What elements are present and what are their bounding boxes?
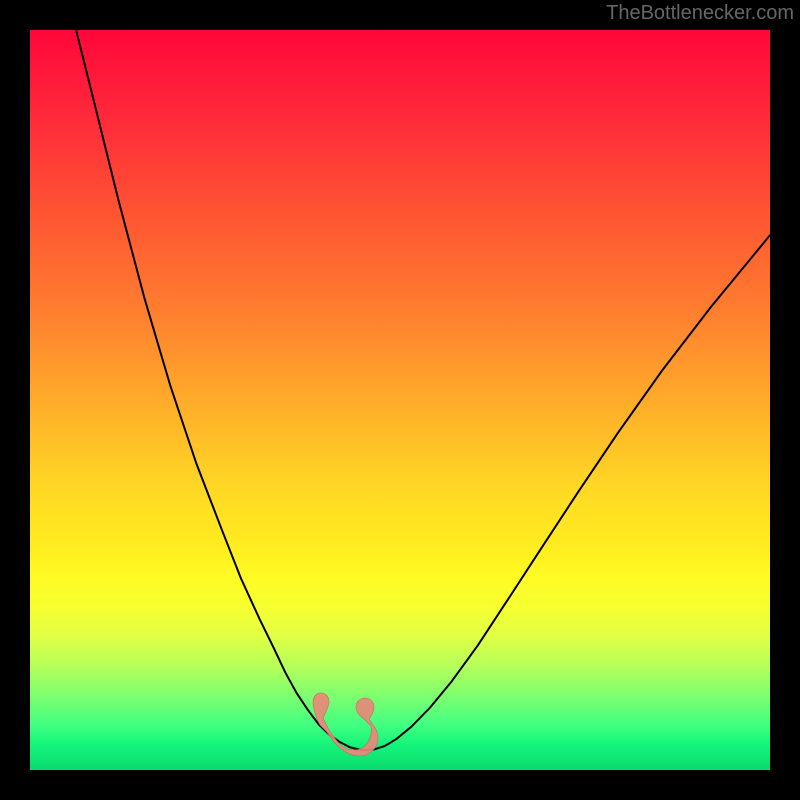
gradient-background bbox=[30, 30, 770, 770]
watermark-text: TheBottlenecker.com bbox=[606, 2, 794, 25]
chart-svg bbox=[30, 30, 770, 770]
plot-area bbox=[30, 30, 770, 770]
